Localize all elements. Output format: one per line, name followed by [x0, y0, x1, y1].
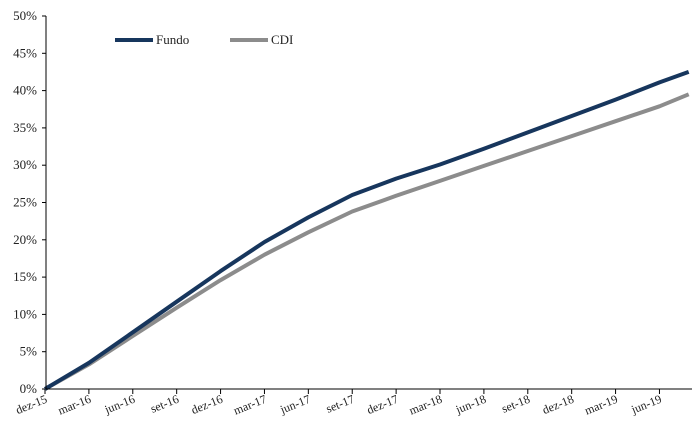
- x-tick-label: jun-16: [102, 392, 137, 417]
- y-tick-label: 15%: [13, 269, 37, 284]
- series-line-fundo: [43, 70, 690, 391]
- legend: Fundo CDI: [115, 32, 293, 47]
- y-axis-ticks: [42, 15, 46, 390]
- y-tick-label: 45%: [13, 45, 37, 60]
- x-tick-label: set-16: [148, 392, 180, 416]
- x-tick-label: jun-18: [453, 392, 488, 417]
- x-tick-label: jun-19: [628, 392, 663, 417]
- y-tick-label: 0%: [20, 381, 38, 396]
- series-lines: [43, 70, 690, 391]
- legend-label-cdi: CDI: [271, 32, 293, 47]
- x-tick-label: mar-17: [231, 392, 268, 418]
- x-tick-label: set-17: [324, 392, 356, 416]
- x-tick-label: jun-17: [277, 392, 312, 417]
- legend-label-fundo: Fundo: [156, 32, 189, 47]
- x-axis-tick-labels: dez-15 mar-16 jun-16 set-16 dez-16 mar-17 jun-…: [14, 392, 664, 418]
- x-axis-ticks: [44, 389, 660, 394]
- y-tick-label: 10%: [13, 306, 37, 321]
- y-tick-label: 5%: [20, 344, 38, 359]
- x-tick-label: mar-16: [56, 392, 93, 418]
- y-tick-label: 40%: [13, 83, 37, 98]
- y-tick-label: 25%: [13, 195, 37, 210]
- y-tick-label: 35%: [13, 120, 37, 135]
- x-tick-label: dez-18: [540, 392, 576, 417]
- y-tick-label: 30%: [13, 157, 37, 172]
- y-tick-label: 20%: [13, 232, 37, 247]
- y-tick-label: 50%: [13, 8, 37, 23]
- x-tick-label: mar-19: [583, 392, 620, 418]
- y-axis-tick-labels: 0% 5% 10% 15% 20% 25% 30% 35% 40% 45% 50%: [13, 8, 37, 396]
- x-tick-label: dez-17: [365, 392, 401, 417]
- x-tick-label: set-18: [499, 392, 531, 416]
- series-line-cdi: [44, 92, 690, 391]
- x-tick-label: dez-16: [189, 392, 225, 417]
- x-tick-label: mar-18: [407, 392, 444, 418]
